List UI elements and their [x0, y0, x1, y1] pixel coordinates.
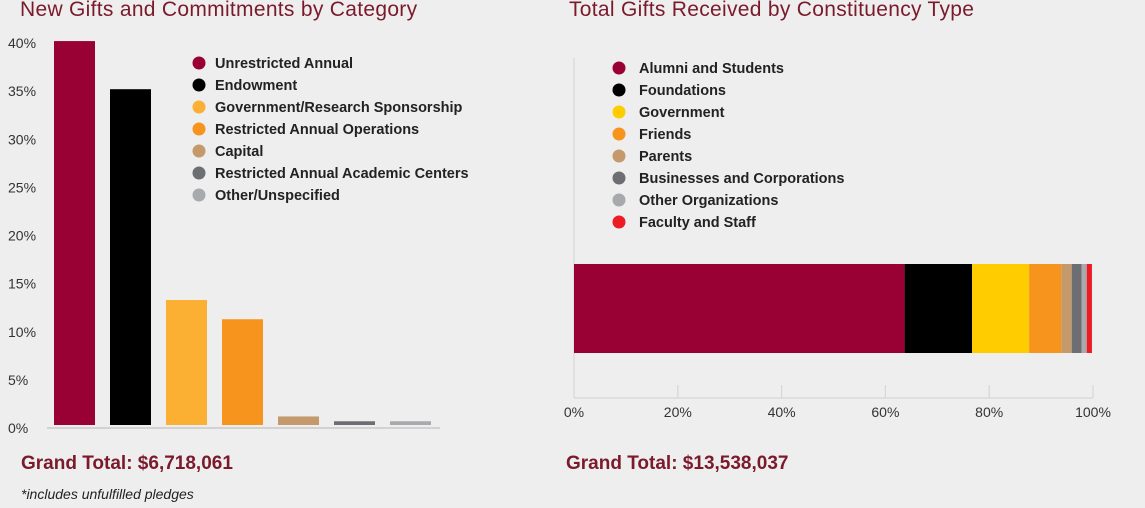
x-tick-label: 60% — [871, 404, 899, 420]
legend-marker — [612, 171, 626, 185]
bar-3 — [166, 299, 207, 425]
legend-marker — [192, 100, 206, 114]
x-tick-label: 40% — [768, 404, 796, 420]
legend-marker — [192, 78, 206, 92]
legend-label: Faculty and Staff — [639, 215, 756, 231]
bar-1 — [54, 41, 95, 425]
y-tick-label: 5% — [8, 372, 28, 388]
segment-2 — [904, 264, 973, 353]
segment-5 — [1061, 264, 1072, 353]
legend-marker — [612, 105, 626, 119]
legend-label: Restricted Annual Academic Centers — [215, 166, 469, 182]
legend-marker — [612, 83, 626, 97]
legend-marker — [192, 166, 206, 180]
y-tick-label: 40% — [8, 35, 36, 51]
legend-label: Businesses and Corporations — [639, 171, 844, 187]
grand-total-categories: Grand Total: $6,718,061 — [21, 453, 233, 474]
legend-marker — [612, 149, 626, 163]
segment-1 — [574, 264, 905, 353]
grand-total-constituency: Grand Total: $13,538,037 — [566, 453, 789, 474]
y-tick-label: 0% — [8, 420, 28, 436]
legend-label: Government — [639, 105, 725, 121]
legend-marker — [192, 188, 206, 202]
bar-5 — [278, 416, 319, 425]
legend-label: Parents — [639, 149, 692, 165]
legend-marker — [192, 122, 206, 136]
segment-4 — [1029, 264, 1062, 353]
bar-6 — [334, 421, 375, 425]
chart-title-constituency: Total Gifts Received by Constituency Typ… — [569, 0, 975, 21]
segment-6 — [1071, 264, 1082, 353]
x-tick-label: 20% — [664, 404, 692, 420]
y-tick-label: 15% — [8, 276, 36, 292]
y-tick-label: 25% — [8, 179, 36, 195]
legend-marker — [612, 127, 626, 141]
y-tick-label: 20% — [8, 228, 36, 244]
segment-7 — [1081, 264, 1087, 353]
legend-label: Other/Unspecified — [215, 188, 340, 204]
segment-3 — [972, 264, 1030, 353]
bar-4 — [222, 319, 263, 425]
legend-label: Foundations — [639, 83, 726, 99]
legend-label: Other Organizations — [639, 193, 778, 209]
y-tick-label: 10% — [8, 324, 36, 340]
chart-title-categories: New Gifts and Commitments by Category — [20, 0, 418, 21]
legend-label: Friends — [639, 127, 691, 143]
legend-marker — [192, 144, 206, 158]
legend-label: Restricted Annual Operations — [215, 122, 419, 138]
footnote: *includes unfulfilled pledges — [21, 486, 194, 502]
y-tick-label: 35% — [8, 83, 36, 99]
legend-label: Unrestricted Annual — [215, 56, 353, 72]
bar-7 — [390, 421, 431, 425]
legend-marker — [612, 193, 626, 207]
legend-marker — [192, 56, 206, 70]
legend-marker — [612, 61, 626, 75]
segment-8 — [1086, 264, 1092, 353]
x-tick-label: 0% — [564, 404, 584, 420]
x-tick-label: 100% — [1075, 404, 1111, 420]
x-tick-label: 80% — [975, 404, 1003, 420]
legend-marker — [612, 215, 626, 229]
legend-label: Alumni and Students — [639, 61, 784, 77]
bar-2 — [110, 89, 151, 425]
legend-label: Government/Research Sponsorship — [215, 100, 463, 116]
y-tick-label: 30% — [8, 131, 36, 147]
legend-label: Capital — [215, 144, 263, 160]
legend-label: Endowment — [215, 78, 297, 94]
